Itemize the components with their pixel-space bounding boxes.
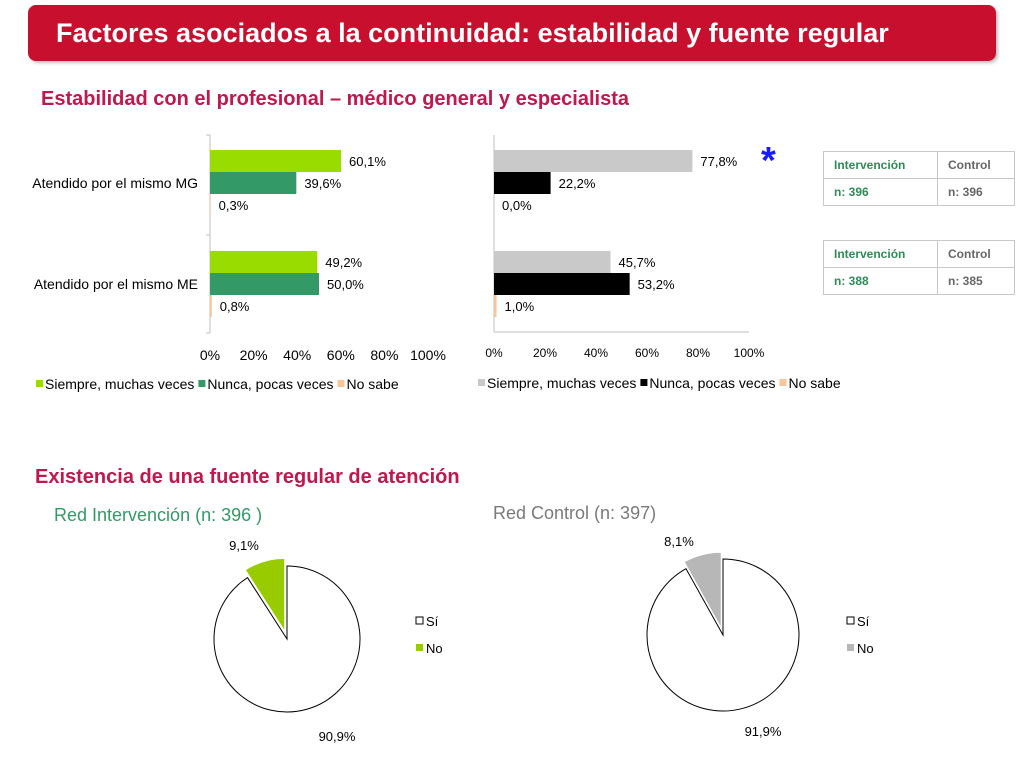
data-label: 53,2% <box>638 277 675 292</box>
data-label: 0,8% <box>220 299 250 314</box>
x-tick-label: 40% <box>283 347 311 363</box>
data-label: 60,1% <box>349 154 386 169</box>
page-title: Factores asociados a la continuidad: est… <box>56 18 889 48</box>
pie-slice-si <box>646 558 800 712</box>
x-tick-label: 20% <box>240 347 268 363</box>
legend-swatch <box>36 380 43 387</box>
legend-swatch <box>416 644 423 651</box>
bar-siempre-muchas-veces <box>210 251 318 273</box>
bar-nunca-pocas-veces <box>494 273 630 295</box>
table-cell-intervention-n: n: 388 <box>823 267 938 295</box>
legend-label: No sabe <box>788 375 840 391</box>
data-label: 1,0% <box>505 299 535 314</box>
category-label: Atendido por el mismo ME <box>34 276 198 292</box>
x-tick-label: 0% <box>200 347 220 363</box>
bar-siempre-muchas-veces <box>494 150 693 172</box>
legend-swatch <box>640 379 648 386</box>
legend-label: Sí <box>857 614 870 629</box>
legend-label: Nunca, pocas veces <box>207 376 333 392</box>
pie-slice-si <box>213 565 361 713</box>
pie-data-label: 90,9% <box>319 729 356 744</box>
bar-chart-intervention: Atendido por el mismo MG 60,1% 39,6% 0,3% At… <box>32 134 446 392</box>
bar-chart-control: 77,8% 22,2% 0,0% 45,7% 53,2% 1,0% 0% 20% 40% 60% 8… <box>478 135 841 391</box>
table-cell-control-n: n: 396 <box>937 178 1015 206</box>
significance-asterisk: * <box>761 140 776 182</box>
bar-no-sabe <box>494 295 497 317</box>
x-tick-label: 80% <box>370 347 398 363</box>
category-label: Atendido por el mismo MG <box>32 175 198 191</box>
bar-no-sabe <box>210 194 211 216</box>
legend-label: No <box>426 641 443 656</box>
data-label: 0,3% <box>219 198 249 213</box>
pie-slice-no <box>244 557 286 634</box>
legend-swatch <box>846 616 855 625</box>
data-label: 50,0% <box>327 277 364 292</box>
pie-title-control: Red Control (n: 397) <box>493 503 657 523</box>
x-tick-label: 0% <box>485 346 503 360</box>
table-header-control: Control <box>937 240 1015 268</box>
pie-slice-no <box>683 551 722 631</box>
legend-label: Siempre, muchas veces <box>45 376 194 392</box>
x-tick-label: 40% <box>584 346 608 360</box>
bar-siempre-muchas-veces <box>210 150 342 172</box>
table-cell-control-n: n: 385 <box>937 267 1015 295</box>
section-title-regular-source: Existencia de una fuente regular de aten… <box>35 466 460 488</box>
pie-data-label: 9,1% <box>229 538 259 553</box>
sample-table-me: Intervención Control n: 388 n: 385 <box>823 240 1015 295</box>
legend-label: Nunca, pocas veces <box>649 375 775 391</box>
bar-nunca-pocas-veces <box>210 273 319 295</box>
title-banner: Factores asociados a la continuidad: est… <box>28 5 996 61</box>
legend-label: Sí <box>426 614 439 629</box>
x-tick-label: 100% <box>410 347 446 363</box>
data-label: 49,2% <box>325 255 362 270</box>
legend-label: No <box>857 641 874 656</box>
legend-label: No sabe <box>346 376 398 392</box>
legend-swatch <box>478 379 485 386</box>
sample-table-mg: Intervención Control n: 396 n: 396 <box>823 151 1015 206</box>
pie-title-intervention: Red Intervención (n: 396 ) <box>54 505 263 525</box>
x-tick-label: 100% <box>734 346 765 360</box>
pie-data-label: 8,1% <box>664 534 694 549</box>
x-tick-label: 60% <box>327 347 355 363</box>
pie-chart-control: 8,1% 91,9% Sí No <box>646 534 874 739</box>
legend-swatch <box>198 380 206 387</box>
legend-label: Siempre, muchas veces <box>487 375 636 391</box>
data-label: 22,2% <box>559 176 596 191</box>
x-tick-label: 60% <box>635 346 659 360</box>
pie-data-label: 91,9% <box>745 724 782 739</box>
bar-nunca-pocas-veces <box>210 172 297 194</box>
data-label: 45,7% <box>619 255 656 270</box>
bar-no-sabe <box>210 295 212 317</box>
legend-swatch <box>337 380 345 387</box>
data-label: 0,0% <box>502 198 532 213</box>
x-tick-label: 80% <box>686 346 710 360</box>
table-header-intervention: Intervención <box>823 151 938 179</box>
table-cell-intervention-n: n: 396 <box>823 178 938 206</box>
data-label: 39,6% <box>304 176 341 191</box>
table-header-intervention: Intervención <box>823 240 938 268</box>
table-header-control: Control <box>937 151 1015 179</box>
data-label: 77,8% <box>700 154 737 169</box>
bar-nunca-pocas-veces <box>494 172 551 194</box>
legend-swatch <box>415 616 424 625</box>
x-tick-label: 20% <box>533 346 557 360</box>
legend-swatch <box>779 379 787 386</box>
bar-siempre-muchas-veces <box>494 251 611 273</box>
section-title-stability: Estabilidad con el profesional – médico … <box>41 88 629 110</box>
pie-chart-intervention: 9,1% 90,9% Sí No <box>213 538 443 744</box>
legend-swatch <box>847 644 854 651</box>
